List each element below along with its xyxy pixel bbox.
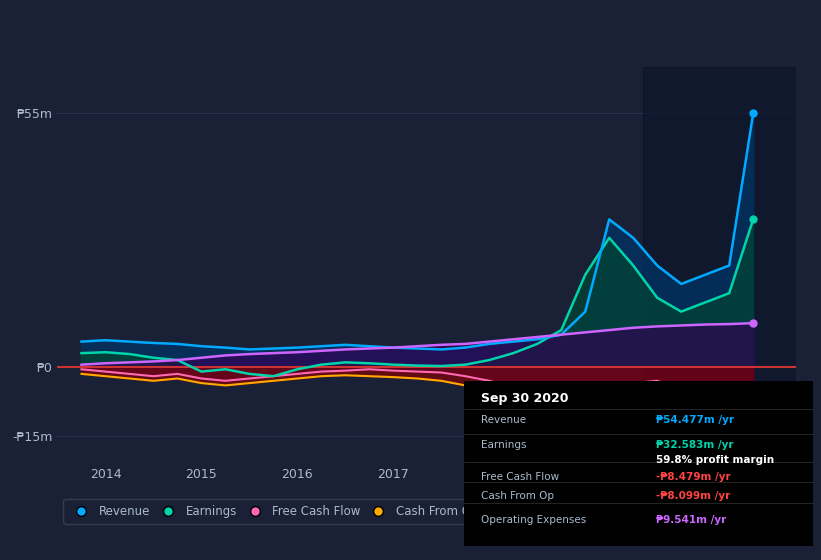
Text: 59.8% profit margin: 59.8% profit margin <box>656 455 774 465</box>
Text: Revenue: Revenue <box>481 416 526 426</box>
Text: ₱9.541m /yr: ₱9.541m /yr <box>656 515 726 525</box>
Text: Free Cash Flow: Free Cash Flow <box>481 472 559 482</box>
Text: ₱54.477m /yr: ₱54.477m /yr <box>656 416 734 426</box>
Text: -₱8.099m /yr: -₱8.099m /yr <box>656 492 730 501</box>
Text: Operating Expenses: Operating Expenses <box>481 515 586 525</box>
Text: ₱32.583m /yr: ₱32.583m /yr <box>656 440 733 450</box>
Text: Cash From Op: Cash From Op <box>481 492 554 501</box>
Text: Sep 30 2020: Sep 30 2020 <box>481 393 569 405</box>
Text: -₱8.479m /yr: -₱8.479m /yr <box>656 472 731 482</box>
Legend: Revenue, Earnings, Free Cash Flow, Cash From Op, Operating Expenses: Revenue, Earnings, Free Cash Flow, Cash … <box>63 499 640 524</box>
Text: Earnings: Earnings <box>481 440 527 450</box>
Bar <box>643 67 796 459</box>
